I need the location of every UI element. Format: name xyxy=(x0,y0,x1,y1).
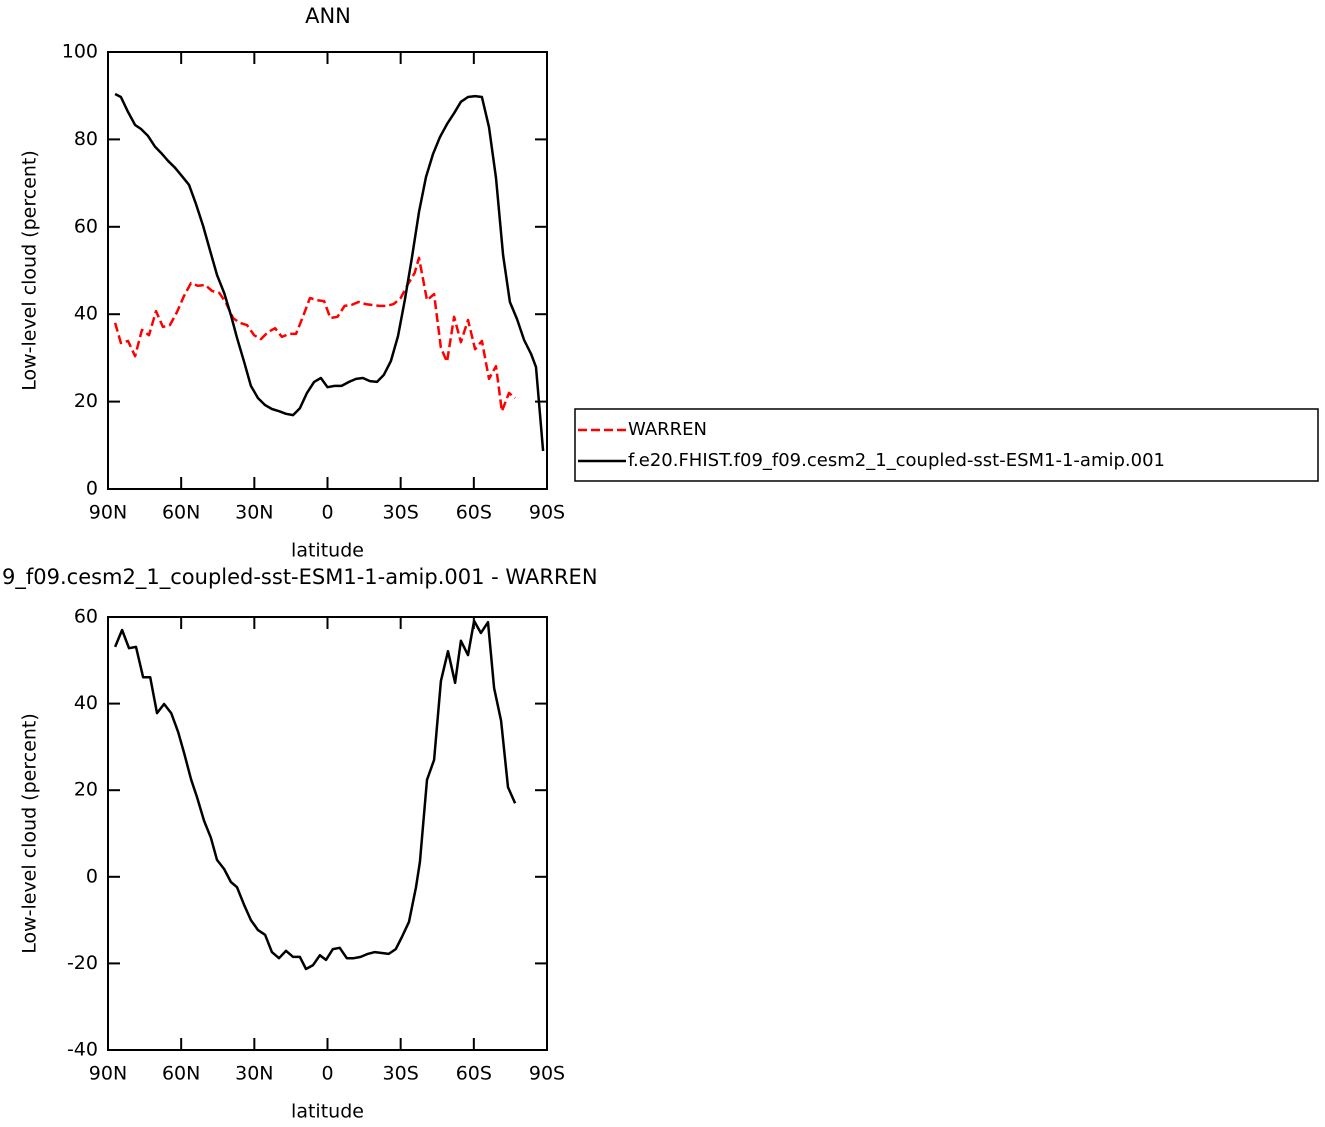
legend-label: WARREN xyxy=(628,419,707,440)
data-line xyxy=(113,256,516,413)
legend-label: f.e20.FHIST.f09_f09.cesm2_1_coupled-sst-… xyxy=(628,450,1165,471)
x-tick-label: 30N xyxy=(235,1063,273,1085)
legend-box xyxy=(574,408,1319,482)
x-tick-label: 30S xyxy=(383,502,419,524)
y-axis-title: Low-level cloud (percent) xyxy=(19,150,41,391)
x-tick-label: 0 xyxy=(321,1063,333,1085)
y-tick-label: 40 xyxy=(74,303,98,325)
x-tick-label: 90S xyxy=(529,1063,565,1085)
x-tick-label: 90N xyxy=(89,1063,127,1085)
x-axis-title: latitude xyxy=(291,1101,364,1123)
x-tick-label: 60S xyxy=(456,502,492,524)
x-tick-label: 30S xyxy=(383,1063,419,1085)
y-tick-label: 0 xyxy=(86,478,98,500)
x-tick-label: 90S xyxy=(529,502,565,524)
y-tick-label: -40 xyxy=(67,1039,98,1061)
y-axis-title: Low-level cloud (percent) xyxy=(19,713,41,954)
data-line xyxy=(114,92,545,452)
y-tick-label: -20 xyxy=(67,952,98,974)
chart-title: 9_f09.cesm2_1_coupled-sst-ESM1-1-amip.00… xyxy=(2,565,598,590)
y-tick-label: 60 xyxy=(74,606,98,628)
x-tick-label: 0 xyxy=(321,502,333,524)
y-tick-label: 80 xyxy=(74,128,98,150)
y-tick-label: 60 xyxy=(74,215,98,237)
x-tick-label: 90N xyxy=(89,502,127,524)
chart-title: ANN xyxy=(305,4,351,28)
x-tick-label: 30N xyxy=(235,502,273,524)
plot-frame xyxy=(107,616,548,1051)
y-tick-label: 100 xyxy=(62,41,98,63)
x-tick-label: 60N xyxy=(162,1063,200,1085)
x-tick-label: 60S xyxy=(456,1063,492,1085)
y-tick-label: 20 xyxy=(74,390,98,412)
y-tick-label: 20 xyxy=(74,779,98,801)
y-tick-label: 0 xyxy=(86,865,98,887)
y-tick-label: 40 xyxy=(74,692,98,714)
x-axis-title: latitude xyxy=(291,540,364,562)
plot-frame xyxy=(107,51,548,490)
x-tick-label: 60N xyxy=(162,502,200,524)
data-line xyxy=(113,619,517,971)
